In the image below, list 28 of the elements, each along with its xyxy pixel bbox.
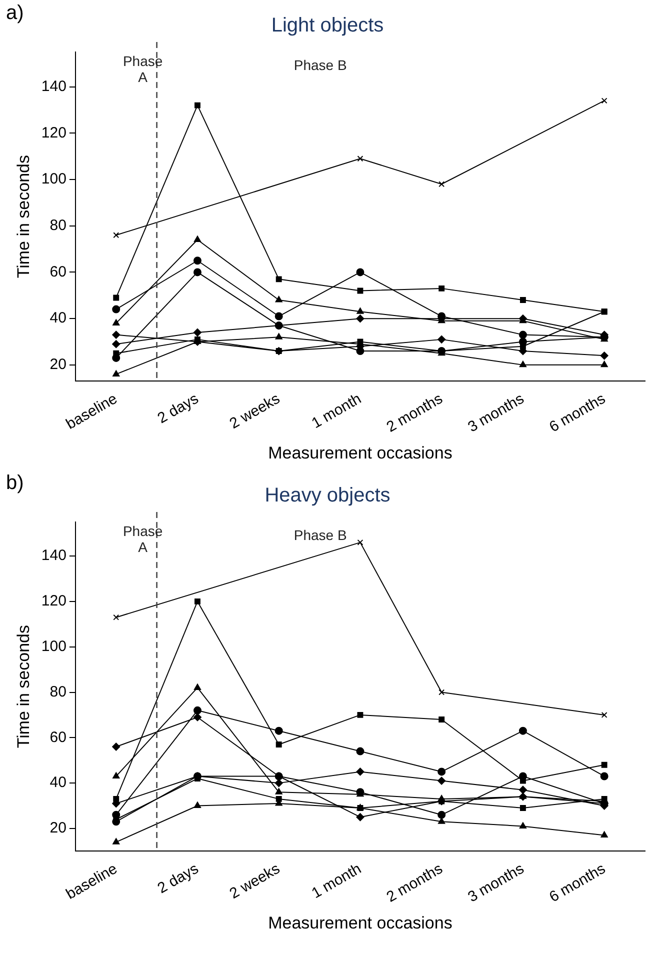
y-tick-label: 20 bbox=[50, 356, 66, 374]
y-tick-label: 80 bbox=[50, 216, 66, 234]
y-tick-label: 60 bbox=[50, 263, 66, 280]
y-tick-label: 140 bbox=[41, 78, 66, 95]
y-tick-label: 60 bbox=[50, 728, 66, 746]
y-axis-title: Time in seconds bbox=[14, 155, 33, 278]
text: a) bbox=[6, 2, 24, 25]
y-tick-label: 40 bbox=[50, 310, 66, 327]
annotation: Phase A bbox=[122, 53, 163, 85]
y-tick-label: 80 bbox=[50, 683, 66, 700]
x-axis-title: Measurement occasions bbox=[268, 913, 452, 932]
y-tick-label: 140 bbox=[41, 547, 66, 564]
y-tick-label: 20 bbox=[50, 820, 66, 837]
y-axis-title: Time in seconds bbox=[14, 625, 33, 748]
x-axis-title: Measurement occasions bbox=[268, 443, 452, 462]
y-tick-label: 100 bbox=[41, 638, 66, 655]
y-tick-label: 40 bbox=[50, 774, 66, 792]
x-tick-label: 2 days bbox=[154, 860, 202, 898]
y-tick-label: 120 bbox=[41, 592, 66, 610]
y-tick-label: 100 bbox=[41, 170, 66, 188]
annotation: Phase B bbox=[294, 527, 347, 543]
annotation: Phase B bbox=[294, 57, 347, 73]
x-tick-label: 2 days bbox=[154, 390, 202, 428]
text: b) bbox=[6, 472, 24, 495]
y-tick-label: 120 bbox=[41, 124, 66, 142]
annotation: Phase A bbox=[122, 523, 163, 555]
chart-title: Light objects bbox=[271, 14, 384, 37]
chart-title: Heavy objects bbox=[264, 484, 390, 507]
